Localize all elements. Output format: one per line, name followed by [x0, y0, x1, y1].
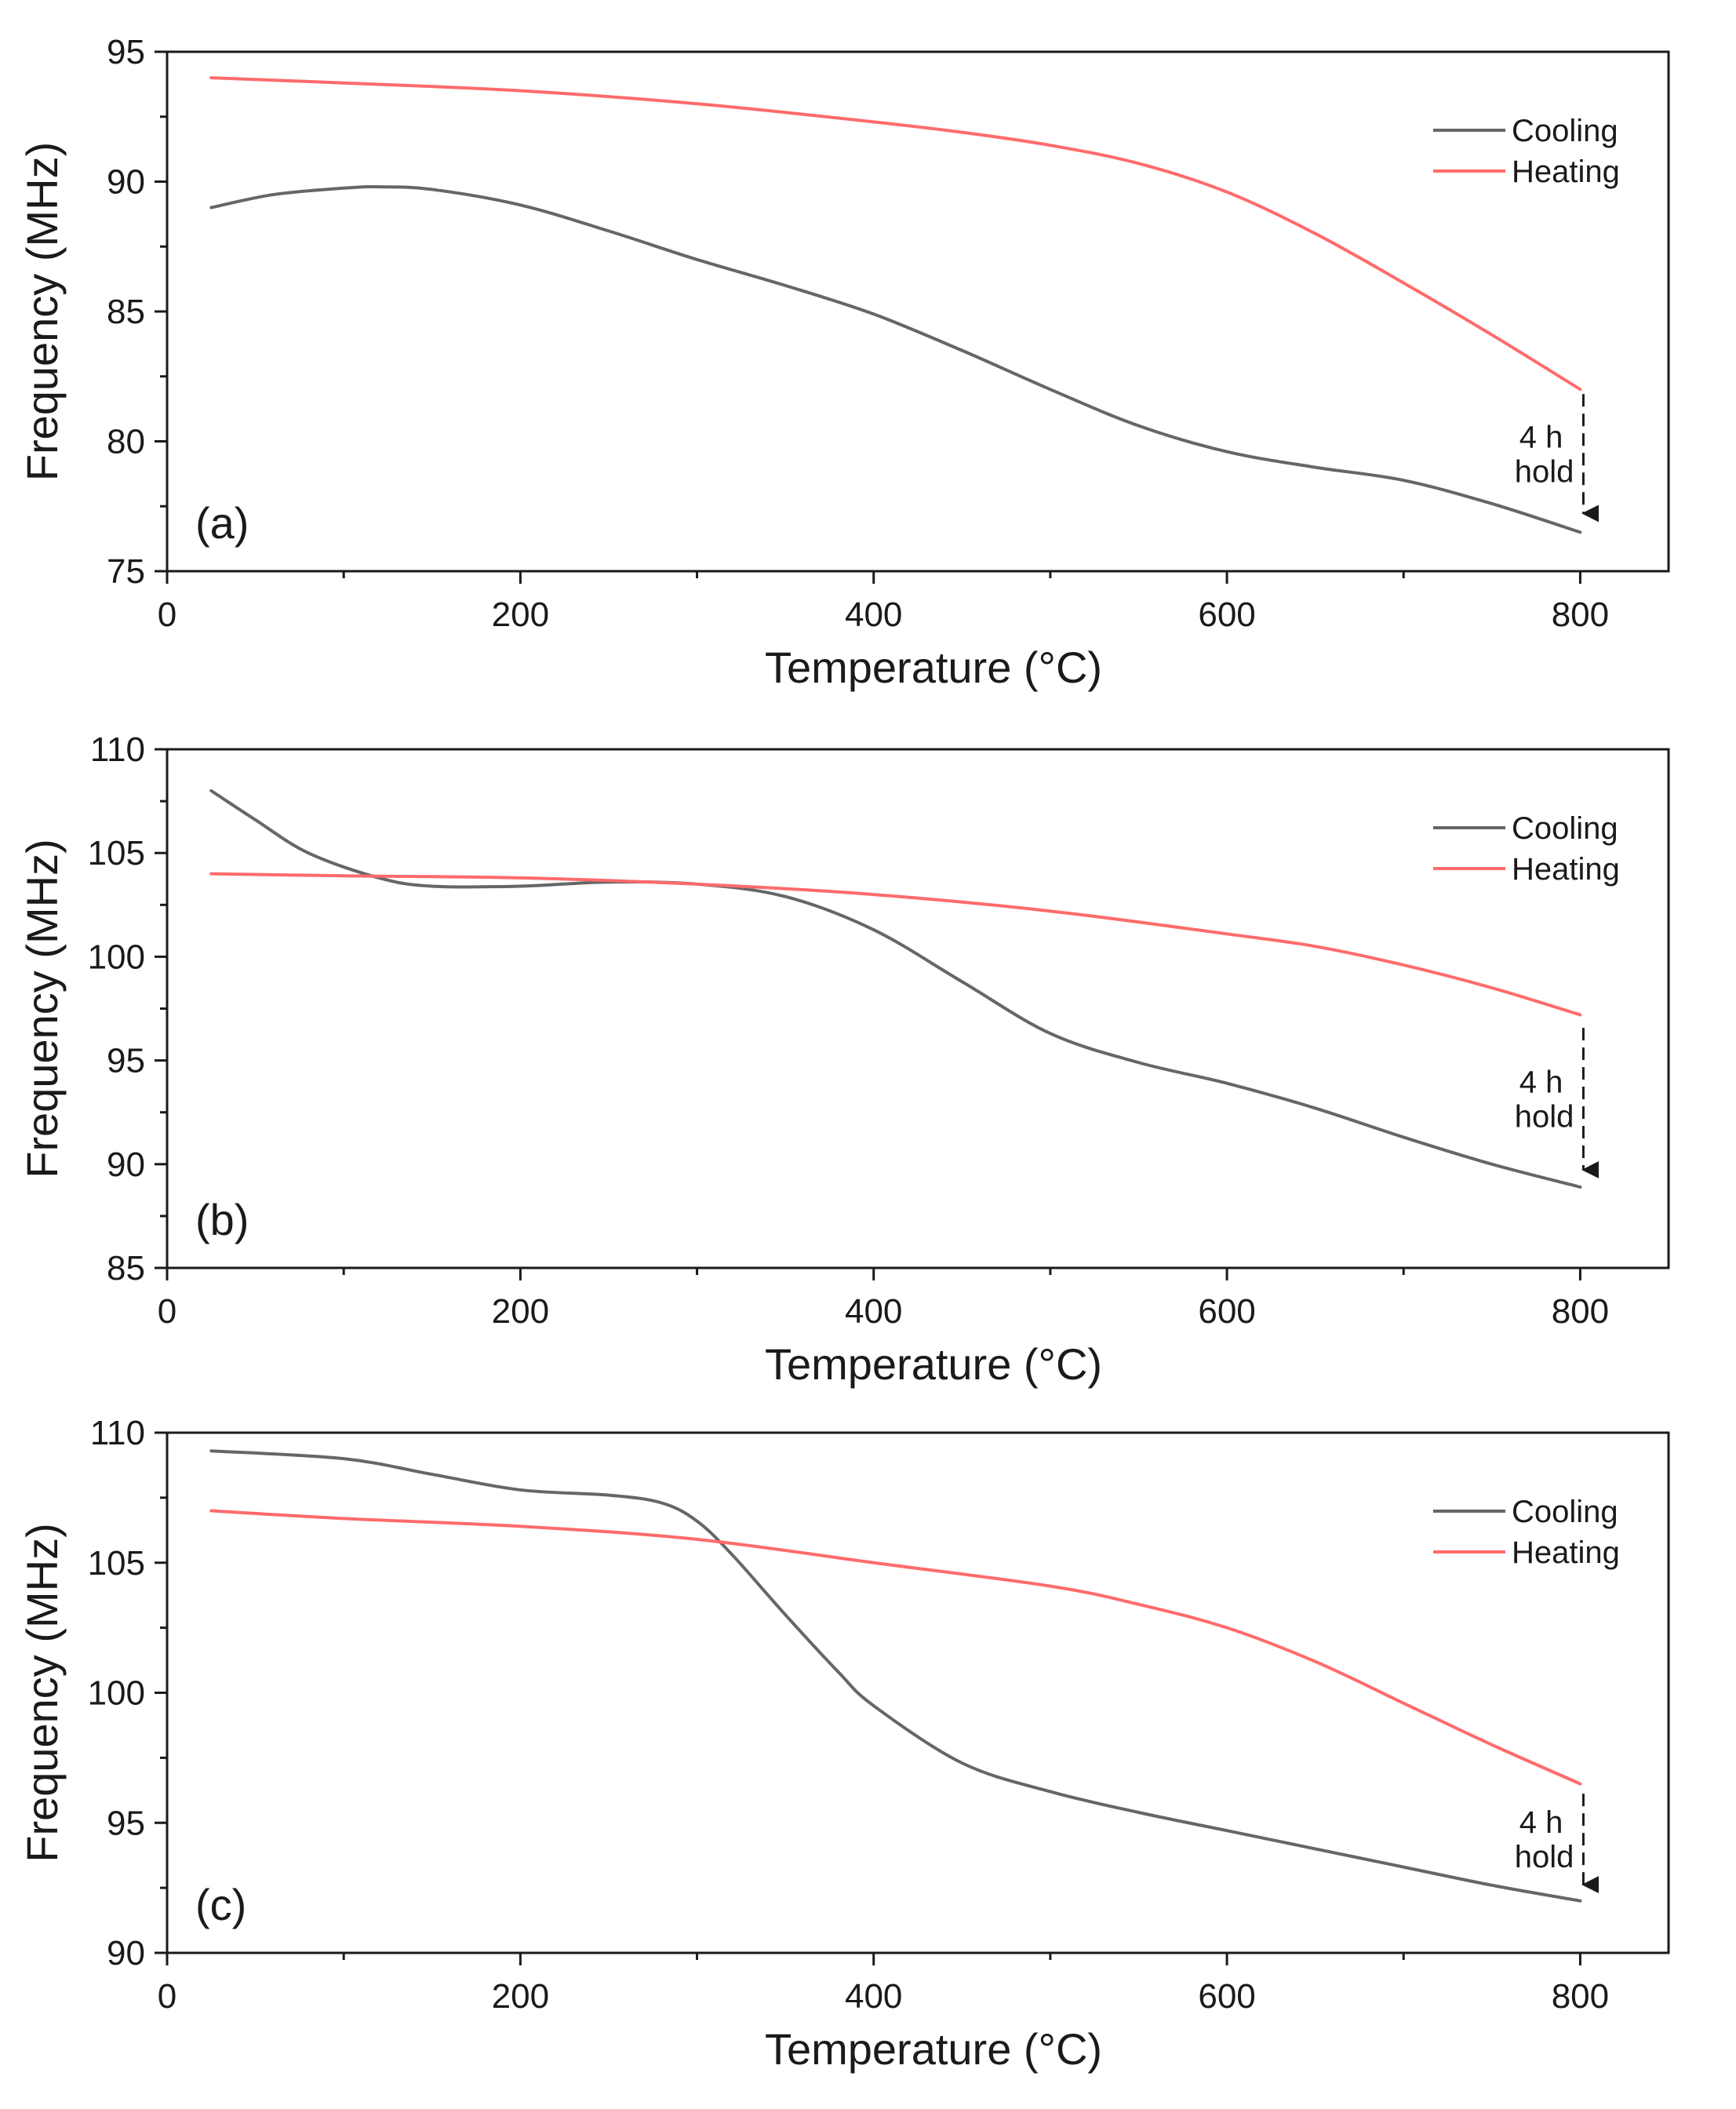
y-tick-label: 95	[107, 1042, 145, 1080]
hold-label-line1: 4 h	[1519, 420, 1563, 454]
x-tick-label: 800	[1552, 1292, 1609, 1331]
series-line-heating	[209, 872, 1582, 1017]
panel-label: (b)	[195, 1195, 249, 1244]
y-tick-label: 110	[90, 730, 145, 769]
y-tick-label: 95	[107, 1804, 145, 1842]
x-tick-label: 200	[492, 596, 549, 634]
series-line-cooling	[209, 185, 1582, 534]
x-axis-title: Temperature (°C)	[765, 2024, 1102, 2074]
series-line-heating	[209, 1509, 1582, 1786]
y-tick-label: 90	[107, 1934, 145, 1972]
hold-label-line2: hold	[1515, 1099, 1574, 1134]
x-tick-label: 600	[1198, 1977, 1255, 2016]
y-axis-title: Frequency (MHz)	[17, 142, 67, 482]
legend-label-cooling: Cooling	[1512, 811, 1618, 846]
y-tick-label: 90	[107, 163, 145, 202]
x-tick-label: 200	[492, 1977, 549, 2016]
x-tick-label: 200	[492, 1292, 549, 1331]
series-line-cooling	[209, 1449, 1582, 1903]
x-tick-label: 0	[158, 1977, 177, 2016]
x-tick-label: 400	[845, 596, 902, 634]
x-tick-label: 400	[845, 1292, 902, 1331]
legend-label-heating: Heating	[1512, 155, 1620, 189]
y-tick-label: 80	[107, 423, 145, 461]
legend-label-heating: Heating	[1512, 852, 1620, 887]
legend-label-cooling: Cooling	[1512, 1495, 1618, 1529]
hold-label-line2: hold	[1515, 1840, 1574, 1874]
panel-label: (a)	[195, 498, 249, 548]
x-tick-label: 0	[158, 596, 177, 634]
y-tick-label: 90	[107, 1146, 145, 1184]
x-tick-label: 600	[1198, 1292, 1255, 1331]
y-tick-label: 85	[107, 293, 145, 331]
x-tick-label: 800	[1552, 1977, 1609, 2016]
series-line-cooling	[209, 789, 1582, 1189]
x-axis-title: Temperature (°C)	[765, 643, 1102, 692]
chart-panel-b: 0 200 400 600 800 85 90 95 100 105 110 Temperature …	[17, 730, 1670, 1389]
y-tick-label: 105	[88, 834, 145, 872]
chart-panel-a: 0 200 400 600 800 75 80 85 90 95 Temperature (°C) F…	[17, 33, 1670, 692]
x-tick-label: 0	[158, 1292, 177, 1331]
x-tick-label: 800	[1552, 596, 1609, 634]
panel-label: (c)	[195, 1880, 246, 1929]
x-tick-label: 400	[845, 1977, 902, 2016]
hold-label-line2: hold	[1515, 454, 1574, 489]
y-axis-title: Frequency (MHz)	[17, 1523, 67, 1863]
hold-label-line1: 4 h	[1519, 1805, 1563, 1840]
y-tick-label: 75	[107, 552, 145, 591]
x-tick-label: 600	[1198, 596, 1255, 634]
y-tick-label: 110	[90, 1414, 145, 1452]
chart-panel-c: 0 200 400 600 800 90 95 100 105 110 Temperature (°…	[17, 1414, 1670, 2074]
y-tick-label: 100	[88, 938, 145, 976]
y-tick-label: 105	[88, 1544, 145, 1583]
y-tick-label: 100	[88, 1674, 145, 1713]
y-axis-title: Frequency (MHz)	[17, 839, 67, 1178]
legend-label-cooling: Cooling	[1512, 114, 1618, 148]
series-line-heating	[209, 76, 1582, 392]
hold-label-line1: 4 h	[1519, 1065, 1563, 1099]
legend-label-heating: Heating	[1512, 1535, 1620, 1570]
x-axis-title: Temperature (°C)	[765, 1339, 1102, 1389]
y-tick-label: 95	[107, 33, 145, 71]
y-tick-label: 85	[107, 1249, 145, 1288]
